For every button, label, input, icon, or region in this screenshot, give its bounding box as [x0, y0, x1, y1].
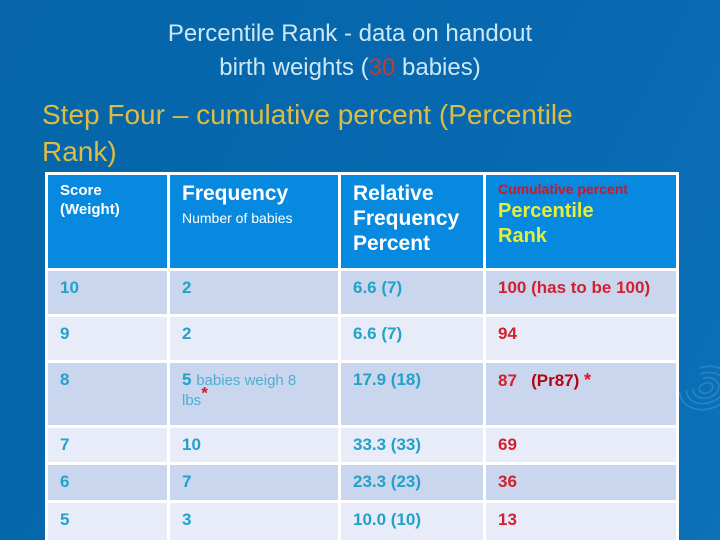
cell-relative: 6.6 (7) — [341, 317, 486, 363]
cell-score: 5 — [48, 503, 170, 540]
cell-cumulative: 100 (has to be 100) — [486, 271, 679, 317]
cell-score: 10 — [48, 271, 170, 317]
step-heading: Step Four – cumulative percent (Percenti… — [42, 99, 573, 167]
cell-cumulative-annotated: 87 (Pr87) * — [486, 363, 679, 428]
table-row: 7 10 33.3 (33) 69 — [48, 428, 679, 465]
title-line2-prefix: birth weights ( — [219, 54, 369, 82]
cumulative-value: 87 — [498, 371, 517, 390]
cell-relative: 33.3 (33) — [341, 428, 486, 465]
header-relative-title: Relative Frequency Percent — [353, 182, 460, 255]
header-frequency-title: Frequency — [182, 182, 289, 205]
slide-title-line2: birth weights (30 babies) — [0, 51, 700, 85]
slide-title-line1: Percentile Rank - data on handout — [167, 20, 533, 47]
header-score-line2: (Weight) — [60, 200, 120, 218]
table-row: 6 7 23.3 (23) 36 — [48, 465, 679, 503]
header-score: Score (Weight) — [48, 175, 170, 271]
cell-cumulative: 36 — [486, 465, 679, 503]
table-row: 10 2 6.6 (7) 100 (has to be 100) — [48, 271, 679, 317]
cell-frequency: 10 — [170, 428, 341, 465]
cell-frequency: 2 — [170, 271, 341, 317]
cell-frequency-annotated: 5 babies weigh 8 lbs* — [170, 363, 341, 428]
slide-title: Percentile Rank - data on handout birth … — [0, 17, 700, 85]
cell-cumulative: 13 — [486, 503, 679, 540]
cell-relative: 23.3 (23) — [341, 465, 486, 503]
table-row: 9 2 6.6 (7) 94 — [48, 317, 679, 363]
header-frequency: Frequency Number of babies — [170, 175, 341, 271]
cell-score: 9 — [48, 317, 170, 363]
asterisk-marker: * — [584, 370, 592, 390]
cell-frequency: 7 — [170, 465, 341, 503]
frequency-note-line2: lbs — [182, 392, 202, 409]
header-percentile-rank-label: Percentile Rank — [498, 200, 594, 248]
header-frequency-sub: Number of babies — [182, 209, 293, 226]
header-relative-frequency: Relative Frequency Percent — [341, 175, 486, 271]
cell-relative: 10.0 (10) — [341, 503, 486, 540]
cell-frequency: 2 — [170, 317, 341, 363]
cell-score: 6 — [48, 465, 170, 503]
cell-frequency: 3 — [170, 503, 341, 540]
header-cumulative-label: Cumulative percent — [498, 181, 628, 197]
title-line2-suffix: babies) — [395, 54, 481, 82]
header-cumulative: Cumulative percent Percentile Rank — [486, 175, 679, 271]
cell-relative: 17.9 (18) — [341, 363, 486, 428]
asterisk-marker: * — [201, 383, 208, 403]
cell-relative: 6.6 (7) — [341, 271, 486, 317]
percentile-rank-note: (Pr87) — [531, 371, 580, 390]
table-row: 8 5 babies weigh 8 lbs* 17.9 (18) 87 (Pr… — [48, 363, 679, 428]
baby-count-highlight: 30 — [368, 54, 396, 82]
table-row: 5 3 10.0 (10) 13 — [48, 503, 679, 540]
cell-cumulative: 69 — [486, 428, 679, 465]
frequency-value: 5 — [182, 370, 192, 389]
cell-score: 8 — [48, 363, 170, 428]
frequency-table: Score (Weight) Frequency Number of babie… — [45, 172, 679, 540]
table-header-row: Score (Weight) Frequency Number of babie… — [48, 175, 679, 271]
frequency-note: babies weigh 8 — [196, 372, 297, 389]
header-score-line1: Score — [60, 182, 102, 199]
cell-score: 7 — [48, 428, 170, 465]
ripple-swirl-decoration — [678, 365, 720, 411]
cell-cumulative: 94 — [486, 317, 679, 363]
